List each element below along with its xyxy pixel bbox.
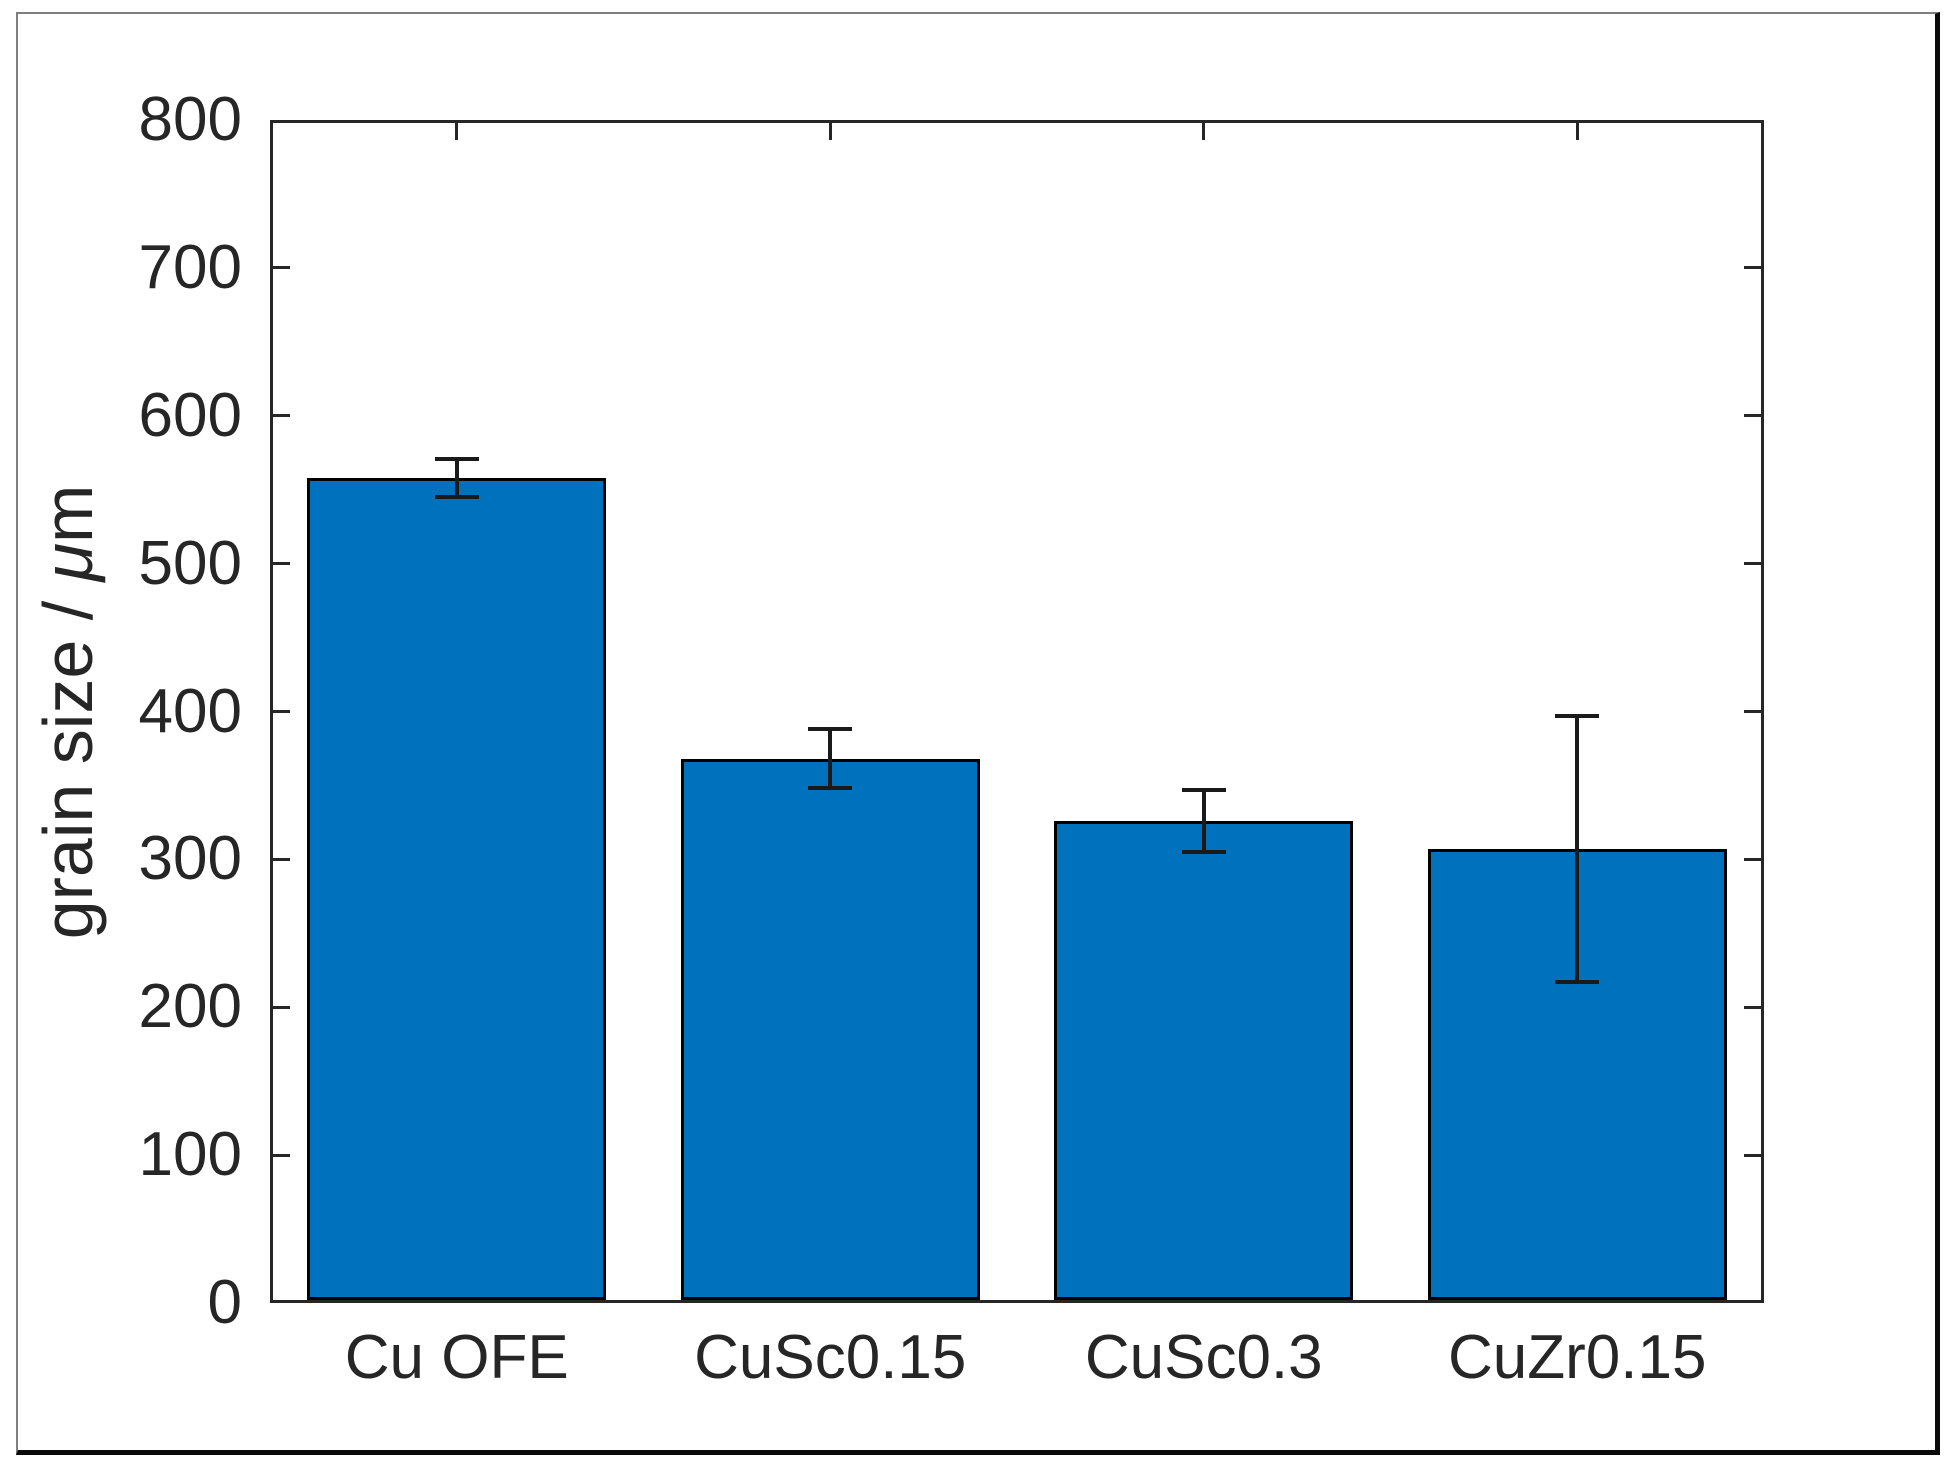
y-tick-label: 300 xyxy=(138,824,242,894)
error-bar-line xyxy=(828,729,833,789)
y-tick-right xyxy=(1744,857,1761,861)
y-tick-left xyxy=(273,266,290,270)
x-tick-top xyxy=(455,123,459,140)
y-tick-label: 100 xyxy=(138,1120,242,1190)
y-tick-left xyxy=(273,1153,290,1157)
error-bar-cap-bottom xyxy=(434,495,479,500)
error-bar-cap-top xyxy=(1181,787,1226,792)
y-tick-right xyxy=(1744,1005,1761,1009)
error-bar-line xyxy=(1201,789,1206,852)
y-tick-left xyxy=(273,857,290,861)
bar-cu-ofe xyxy=(307,477,607,1300)
y-tick-left xyxy=(273,414,290,418)
error-bar-cap-bottom xyxy=(808,786,853,791)
x-tick-label: Cu OFE xyxy=(344,1323,569,1392)
error-bar-line xyxy=(1575,715,1580,983)
x-tick-top xyxy=(828,123,832,140)
y-tick-left xyxy=(273,562,290,566)
error-bar-cap-top xyxy=(808,727,853,732)
x-tick-top xyxy=(1575,123,1579,140)
x-tick-top xyxy=(1202,123,1206,140)
y-tick-label: 200 xyxy=(138,972,242,1042)
bar-cusc0-3 xyxy=(1054,820,1354,1300)
y-tick-right xyxy=(1744,710,1761,713)
y-tick-label: 800 xyxy=(138,85,242,154)
error-bar-cap-top xyxy=(1555,713,1600,718)
plot-area xyxy=(270,120,1764,1303)
y-tick-left xyxy=(273,710,290,713)
y-tick-right xyxy=(1744,266,1761,270)
error-bar-line xyxy=(454,458,459,498)
y-tick-right xyxy=(1744,1153,1761,1157)
y-tick-label: 700 xyxy=(138,232,242,302)
error-bar-cap-top xyxy=(434,456,479,461)
bar-cusc0-15 xyxy=(680,758,980,1300)
y-tick-label: 500 xyxy=(138,528,242,598)
y-tick-label: 600 xyxy=(138,380,242,450)
error-bar-cap-bottom xyxy=(1555,980,1600,985)
x-tick-label: CuSc0.15 xyxy=(694,1323,967,1392)
y-tick-left xyxy=(273,1005,290,1009)
figure-border: grain size / μm 0 100 200 300 400 500 600 700 80… xyxy=(16,12,1940,1455)
error-bar-cap-bottom xyxy=(1181,849,1226,854)
y-tick-label: 0 xyxy=(207,1268,242,1337)
x-tick-label: CuZr0.15 xyxy=(1448,1323,1707,1392)
x-tick-label: CuSc0.3 xyxy=(1084,1323,1323,1392)
y-tick-right xyxy=(1744,562,1761,566)
y-tick-right xyxy=(1744,414,1761,418)
y-tick-label: 400 xyxy=(138,676,242,746)
